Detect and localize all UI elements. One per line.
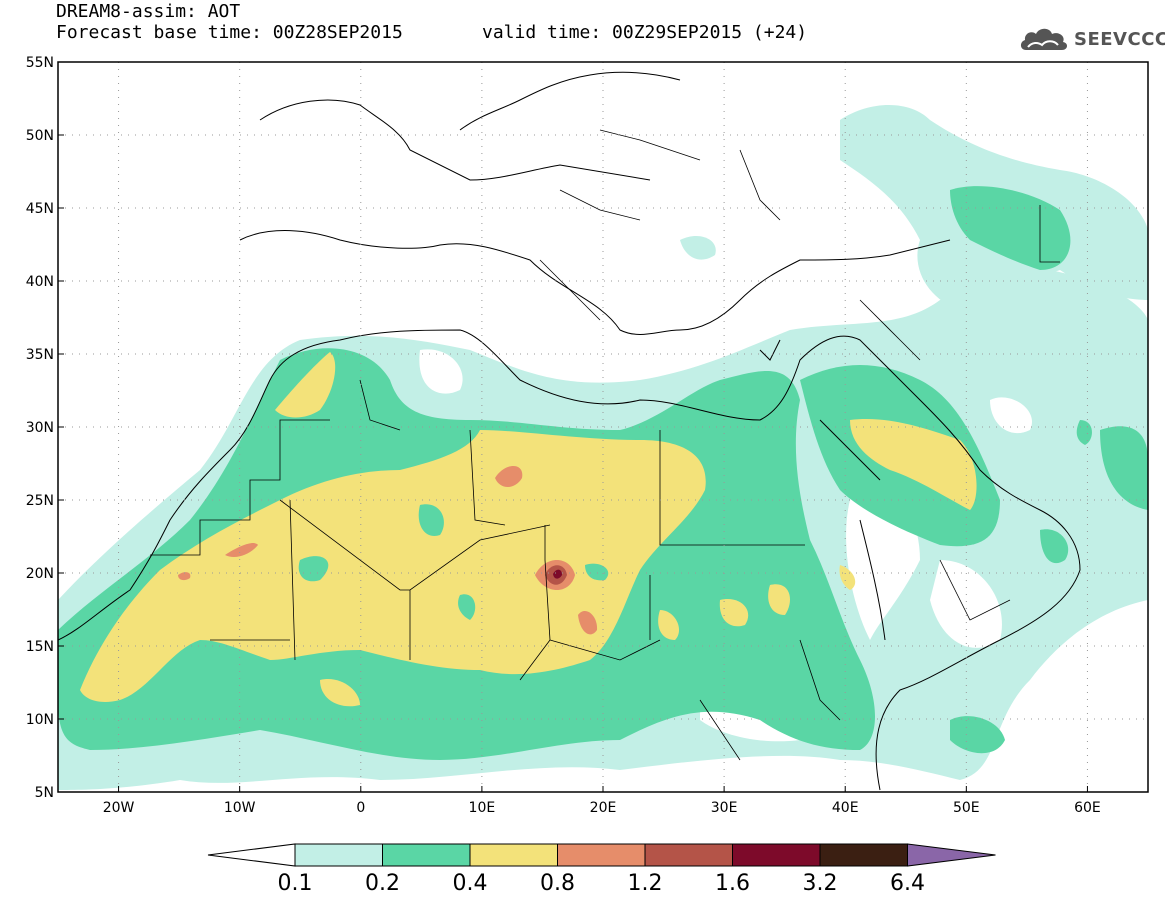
lat-label: 10N [26, 712, 54, 728]
lat-label: 30N [26, 420, 54, 436]
lat-label: 50N [26, 128, 54, 144]
lat-label: 45N [26, 201, 54, 217]
colorbar-swatch [644, 843, 733, 867]
colorbar-high-arrow [907, 843, 996, 867]
colorbar: 0.1 0.2 0.4 0.8 1.2 1.6 3.2 6.4 [207, 843, 996, 896]
colorbar-swatch [819, 843, 908, 867]
colorbar-swatch [732, 843, 821, 867]
aot-band-1.6 [553, 569, 562, 579]
lat-label: 25N [26, 493, 54, 509]
colorbar-label: 0.8 [540, 871, 575, 896]
colorbar-swatch [382, 843, 471, 867]
latitude-axis: 55N 50N 45N 40N 35N 30N 25N 20N 15N 10N 5N [26, 55, 64, 801]
logo-text: SEEVCCC [1074, 28, 1165, 50]
forecast-base-time: Forecast base time: 00Z28SEP2015 [56, 22, 403, 43]
lon-label: 10W [224, 800, 256, 816]
colorbar-label: 0.2 [365, 871, 400, 896]
coastlines [58, 71, 1081, 791]
aot-green-patches [298, 504, 609, 620]
lon-label: 0 [356, 800, 365, 816]
colorbar-swatch [294, 843, 383, 867]
lat-label: 35N [26, 347, 54, 363]
lon-label: 30E [711, 800, 738, 816]
valid-time: valid time: 00Z29SEP2015 (+24) [482, 22, 808, 43]
lon-label: 10E [469, 800, 496, 816]
lon-label: 60E [1074, 800, 1101, 816]
lat-label: 55N [26, 55, 54, 71]
colorbar-label: 1.6 [715, 871, 750, 896]
lat-label: 20N [26, 566, 54, 582]
colorbar-low-arrow [207, 843, 296, 867]
colorbar-swatch [557, 843, 646, 867]
map-title: DREAM8-assim: AOT [56, 1, 241, 22]
cloud-logo-icon [1020, 28, 1068, 50]
lon-label: 40E [832, 800, 859, 816]
country-borders [150, 129, 1060, 761]
lon-label: 50E [953, 800, 980, 816]
seevccc-logo: SEEVCCC [1018, 24, 1165, 54]
colorbar-swatch [469, 843, 558, 867]
lat-label: 5N [35, 785, 54, 801]
lat-label: 15N [26, 639, 54, 655]
colorbar-label: 3.2 [803, 871, 838, 896]
lon-label: 20E [590, 800, 617, 816]
lat-label: 40N [26, 274, 54, 290]
colorbar-label: 1.2 [628, 871, 663, 896]
longitude-axis: 20W 10W 0 10E 20E 30E 40E 50E 60E [103, 786, 1101, 816]
colorbar-label: 6.4 [890, 871, 925, 896]
lon-label: 20W [103, 800, 135, 816]
colorbar-label: 0.4 [453, 871, 488, 896]
map-gridlines [58, 62, 1148, 792]
colorbar-label: 0.1 [278, 871, 313, 896]
